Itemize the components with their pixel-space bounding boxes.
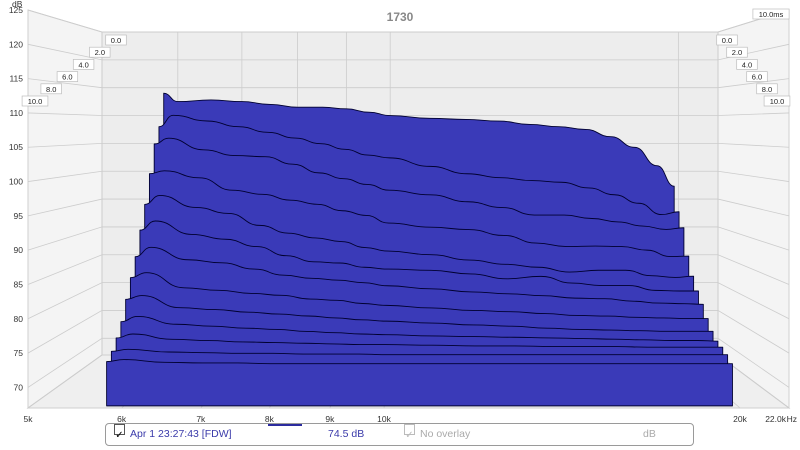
time-tick-left-box xyxy=(21,95,49,107)
y-tick-label: 90 xyxy=(14,245,24,255)
time-tick-left-box xyxy=(105,34,127,46)
time-tick-left: 2.0 xyxy=(95,48,105,57)
measurement-checkbox[interactable]: ✓ xyxy=(114,424,125,441)
time-tick-left: 4.0 xyxy=(78,60,88,69)
y-axis-unit: dB xyxy=(12,0,23,9)
time-tick-right-box xyxy=(716,34,738,46)
time-tick-right: 4.0 xyxy=(742,60,752,69)
y-tick-label: 80 xyxy=(14,314,24,324)
x-tick-label: 20k xyxy=(733,414,747,424)
x-tick-label: 5k xyxy=(24,414,34,424)
time-tick-right-box xyxy=(756,83,778,95)
overlay-unit: dB xyxy=(643,428,656,440)
overlay-checkbox[interactable]: ✓ xyxy=(404,424,415,441)
y-tick-label: 95 xyxy=(14,211,24,221)
x-tick-label: 9k xyxy=(325,414,335,424)
y-tick-label: 125 xyxy=(9,5,23,15)
y-tick-label: 70 xyxy=(14,382,24,392)
y-tick-label: 115 xyxy=(9,74,23,84)
time-tick-right-box xyxy=(726,46,748,58)
x-tick-label: 6k xyxy=(117,414,127,424)
grid-line-db xyxy=(27,9,790,33)
grid-line-db xyxy=(27,78,790,89)
waterfall-slice-12 xyxy=(106,359,733,407)
time-tick-left-box xyxy=(56,71,79,82)
waterfall-surface xyxy=(106,92,733,407)
time-tick-right: 0.0 xyxy=(722,36,732,45)
time-axis-label: 10.0ms xyxy=(759,10,784,19)
time-tick-left-box xyxy=(89,46,111,58)
time-tick-left: 6.0 xyxy=(62,73,72,82)
grid-line-db xyxy=(27,43,790,61)
time-tick-right-box xyxy=(736,59,758,70)
x-tick-label: 10k xyxy=(377,414,391,424)
y-tick-label: 110 xyxy=(9,108,23,118)
grid-line-db xyxy=(27,112,790,116)
time-tick-left-box xyxy=(72,59,95,70)
time-tick-left: 0.0 xyxy=(111,36,121,45)
series-line-swatch xyxy=(268,424,302,426)
time-tick-right: 10.0 xyxy=(770,97,785,106)
y-tick-label: 75 xyxy=(14,348,24,358)
time-tick-right: 6.0 xyxy=(752,73,762,82)
time-tick-right: 8.0 xyxy=(762,85,772,94)
y-tick-label: 105 xyxy=(9,142,23,152)
grid-line-freq xyxy=(27,32,103,409)
time-tick-left-box xyxy=(40,83,62,95)
time-tick-left: 10.0 xyxy=(28,97,43,106)
time-tick-right-box xyxy=(763,95,791,107)
y-tick-label: 120 xyxy=(9,39,23,49)
x-tick-label: 22.0k xyxy=(765,414,787,424)
chart-axes: 125 120 115 110 105 100 95 90 85 80 75 70 dB 5k 6k 7k 8k… xyxy=(9,0,797,424)
x-tick-label: 7k xyxy=(196,414,206,424)
time-axis-label-box xyxy=(752,8,790,20)
time-tick-right-box xyxy=(746,71,768,82)
measurement-label[interactable]: Apr 1 23:27:43 [FDW] xyxy=(130,428,232,440)
time-tick-left: 8.0 xyxy=(46,85,56,94)
x-tick-label: 8k xyxy=(265,414,275,424)
chart-title: 1730 xyxy=(387,10,414,24)
y-tick-label: 100 xyxy=(9,177,23,187)
level-value: 74.5 dB xyxy=(328,428,365,440)
y-tick-label: 85 xyxy=(14,279,24,289)
legend-panel: ✓ Apr 1 23:27:43 [FDW] 74.5 dB ✓ No over… xyxy=(105,423,694,446)
overlay-label[interactable]: No overlay xyxy=(420,428,471,440)
time-tick-right: 2.0 xyxy=(732,48,742,57)
x-axis-unit: Hz xyxy=(787,414,797,424)
